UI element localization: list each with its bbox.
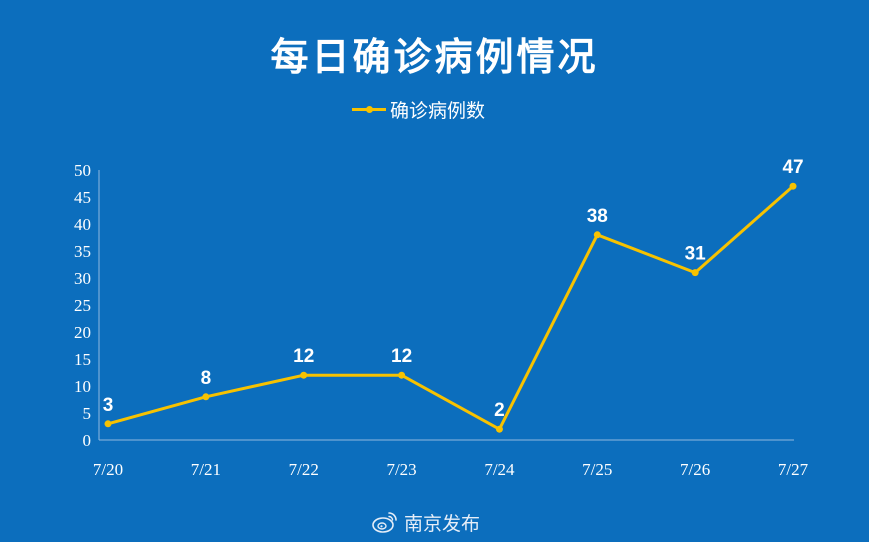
data-point <box>300 371 308 379</box>
data-label: 12 <box>391 346 412 367</box>
y-tick-label: 10 <box>74 377 91 396</box>
y-tick-label: 35 <box>74 242 91 261</box>
y-tick-label: 25 <box>74 296 91 315</box>
x-tick-label: 7/26 <box>680 460 710 479</box>
x-tick-label: 7/25 <box>582 460 612 479</box>
y-tick-label: 5 <box>83 404 92 423</box>
watermark: 南京发布 <box>372 508 480 536</box>
y-tick-label: 30 <box>74 269 91 288</box>
data-point <box>398 371 406 379</box>
series-line <box>107 185 795 431</box>
x-tick-label: 7/21 <box>191 460 221 479</box>
data-label: 3 <box>103 395 114 416</box>
y-tick-label: 15 <box>74 350 91 369</box>
y-tick-label: 20 <box>74 323 91 342</box>
chart-legend: 确诊病例数 <box>352 96 485 122</box>
x-tick-label: 7/22 <box>289 460 319 479</box>
data-label: 38 <box>587 206 608 227</box>
data-point <box>202 393 210 401</box>
y-tick-label: 45 <box>74 188 91 207</box>
legend-label: 确诊病例数 <box>390 99 486 122</box>
data-point <box>495 425 503 433</box>
watermark-text: 南京发布 <box>404 512 481 535</box>
x-tick-label: 7/27 <box>778 460 809 479</box>
x-tick-label: 7/23 <box>386 460 416 479</box>
y-tick-label: 40 <box>74 215 91 234</box>
data-label: 8 <box>201 368 212 389</box>
data-point <box>104 420 112 428</box>
legend-marker-icon <box>352 96 386 122</box>
y-tick-label: 0 <box>83 431 92 450</box>
data-point <box>593 231 601 239</box>
x-tick-label: 7/20 <box>93 460 123 479</box>
weibo-icon <box>372 512 397 533</box>
data-label: 47 <box>782 157 803 178</box>
data-label: 31 <box>685 244 707 265</box>
chart-title: 每日确诊病例情况 <box>270 35 599 79</box>
x-tick-label: 7/24 <box>484 460 515 479</box>
data-point <box>691 269 699 277</box>
data-label: 12 <box>293 346 314 367</box>
y-tick-label: 50 <box>74 161 91 180</box>
data-label: 2 <box>494 400 505 421</box>
data-point <box>789 182 797 190</box>
